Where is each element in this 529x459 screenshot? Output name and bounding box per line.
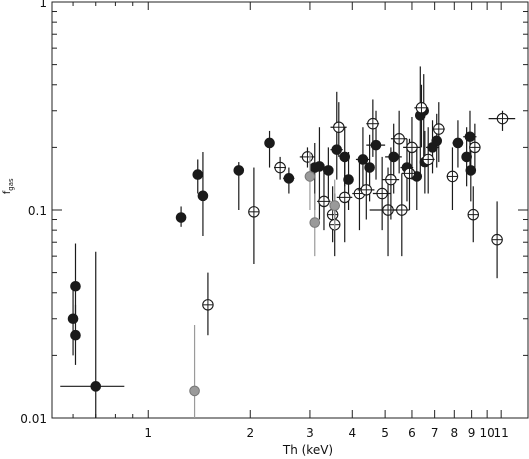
data-point [202,272,214,336]
point-marker-gray [304,171,316,182]
data-point [60,251,125,418]
series-filled [60,66,477,418]
data-point [357,156,375,220]
data-point [273,156,287,180]
point-marker-filled [357,154,369,165]
point-marker-filled [465,165,477,176]
point-marker-filled [314,161,325,172]
data-point [432,102,445,163]
data-point [414,84,429,148]
data-point [67,284,79,356]
data-point [264,130,275,168]
data-point [421,127,435,194]
x-axis-label: Th (keV) [282,443,333,457]
series-gray [189,152,341,418]
x-tick-label: 7 [431,426,439,440]
x-tick-label: 2 [246,426,254,440]
data-point [390,110,407,174]
point-marker-gray [329,200,341,211]
point-marker-filled [364,162,375,173]
x-tick-label: 8 [450,426,458,440]
point-marker-filled [323,165,334,176]
data-point [70,243,81,319]
point-marker-filled [431,135,443,147]
data-point [372,156,391,231]
series-open [202,84,516,336]
point-marker-filled [461,151,472,163]
plot-frame [51,1,529,419]
y-axis-label: fgas [2,178,15,194]
point-marker-filled [90,381,102,392]
point-marker-filled [192,169,204,180]
data-point [463,110,477,168]
data-point [446,147,459,210]
point-marker-filled [264,137,275,149]
data-points [60,66,516,418]
data-point [330,102,347,157]
point-marker-filled [464,131,476,143]
point-marker-filled [70,329,81,341]
y-tick-label: 1 [39,0,47,10]
data-point [393,173,410,257]
data-point [309,193,321,257]
data-point [304,152,316,210]
point-marker-filled [452,137,464,149]
data-point [248,167,260,265]
point-marker-gray [309,217,321,228]
data-point [491,201,503,279]
data-point [233,162,245,210]
point-marker-filled [343,174,354,185]
point-marker-filled [175,212,187,223]
data-point [355,127,370,194]
data-point [488,110,516,131]
data-point [465,142,477,202]
y-tick-label: 0.1 [28,204,47,218]
x-tick-label: 10 [479,426,494,440]
data-point [329,179,341,231]
data-point [192,159,204,194]
data-point [382,147,400,220]
x-tick-label: 9 [468,426,476,440]
data-point [283,167,295,194]
data-point [330,91,343,180]
x-tick-label: 4 [348,426,356,440]
data-point [366,99,380,157]
data-point [336,156,353,243]
point-marker-filled [331,144,343,155]
data-point [452,120,464,168]
x-tick-label: 3 [306,426,314,440]
data-point [197,152,209,236]
y-axis-label-main: f [2,190,13,194]
data-point [317,167,331,231]
data-point [175,206,187,227]
x-tick-label: 11 [494,426,509,440]
x-tick-label: 6 [408,426,416,440]
point-marker-filled [233,165,245,176]
point-marker-gray [189,385,200,397]
point-marker-filled [197,190,209,202]
data-point [467,186,480,243]
data-point [323,147,334,202]
data-point [326,186,339,243]
x-tick-label: 1 [144,426,152,440]
point-marker-filled [283,173,295,184]
point-marker-filled [70,280,81,292]
data-point [189,324,200,418]
x-tick-label: 5 [381,426,389,440]
data-point [403,116,421,180]
point-marker-filled [370,139,382,151]
y-tick-label: 0.01 [20,412,47,426]
data-point [469,123,481,174]
y-axis-label-subscript: gas [7,178,15,191]
point-marker-filled [67,313,79,325]
